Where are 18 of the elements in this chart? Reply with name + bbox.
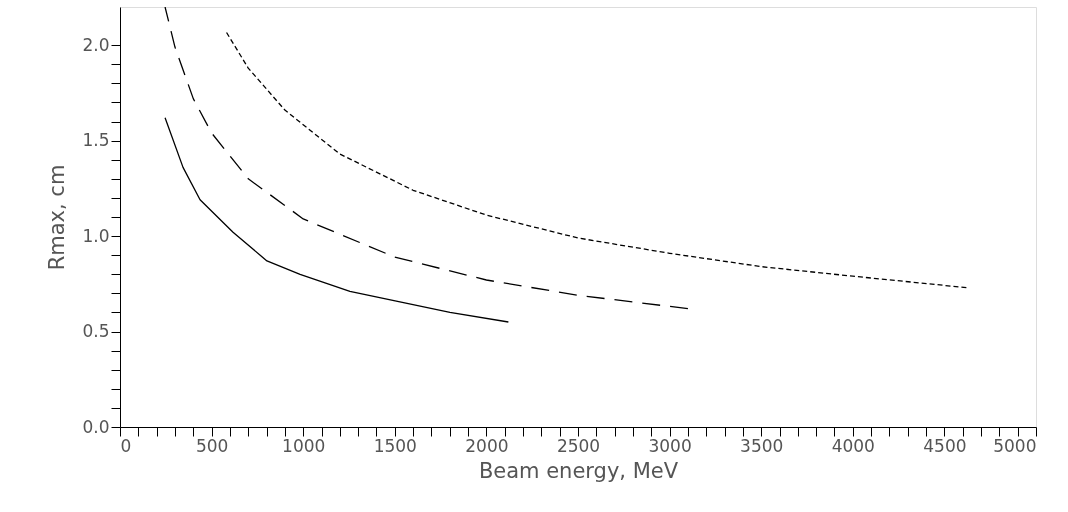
x-tick-label: 2000 xyxy=(465,435,509,456)
x-tick-label: 0 xyxy=(120,435,132,456)
y-tick-label: 1.0 xyxy=(82,225,110,246)
x-tick-label: 500 xyxy=(195,435,229,456)
x-tick-label: 1500 xyxy=(373,435,417,456)
x-tick-label: 2500 xyxy=(556,435,601,456)
x-tick-label: 4500 xyxy=(923,435,967,456)
x-tick-label: 1000 xyxy=(282,435,326,456)
y-tick-label: 2.0 xyxy=(82,34,110,55)
y-tick-label: 1.5 xyxy=(82,130,110,151)
y-tick-label: 0.5 xyxy=(82,321,110,342)
x-tick-label: 3000 xyxy=(648,435,692,456)
y-tick-label: 0.0 xyxy=(82,416,110,437)
x-tick-label: 5000 xyxy=(993,435,1037,456)
y-axis-title: Rmax, cm xyxy=(45,164,70,271)
x-tick-label: 4000 xyxy=(831,435,875,456)
x-tick-label: 3500 xyxy=(740,435,784,456)
x-axis-title: Beam energy, MeV xyxy=(478,458,679,483)
